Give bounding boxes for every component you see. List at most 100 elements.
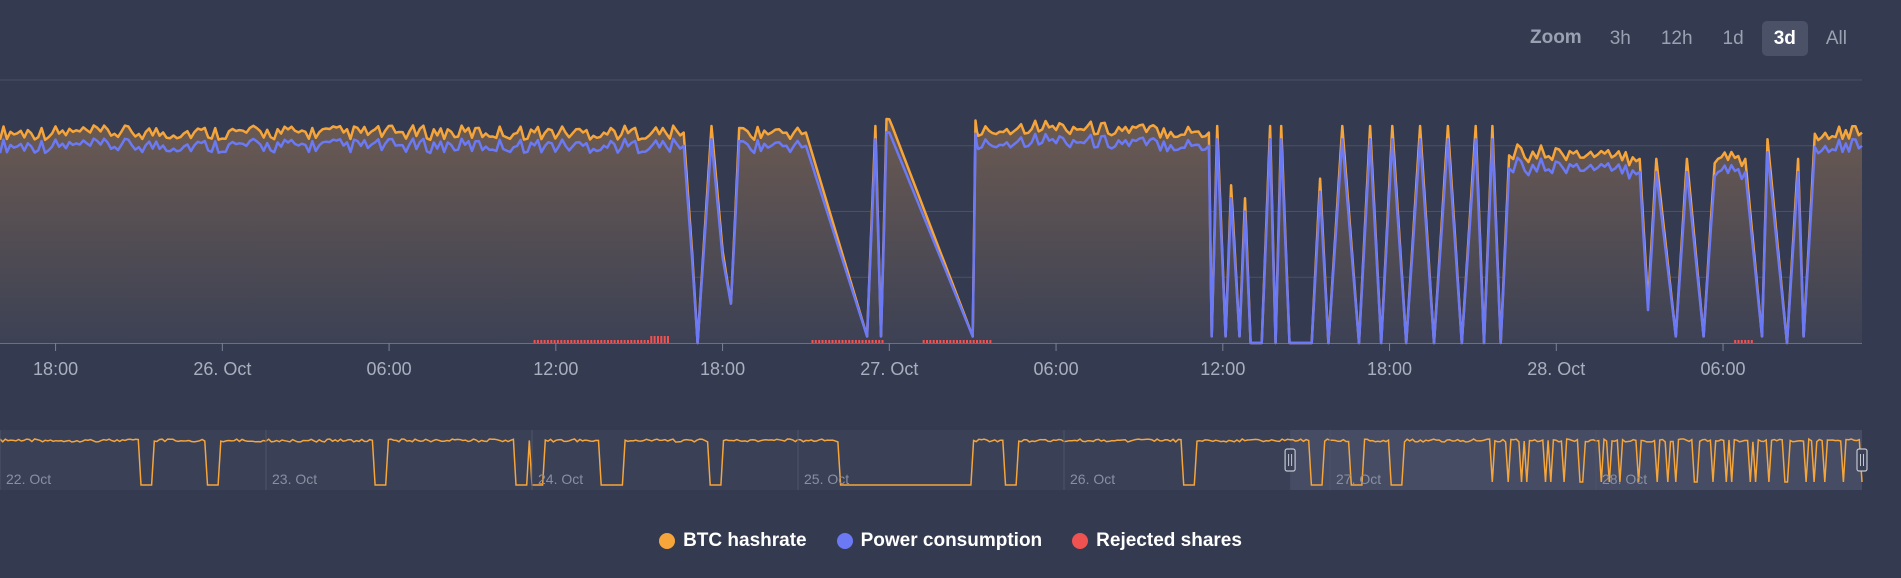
zoom-3h-button[interactable]: 3h	[1609, 27, 1631, 49]
rejected-share-bar	[1737, 340, 1740, 343]
hashrate-line	[0, 117, 1863, 345]
x-tick-label: 27. Oct	[860, 359, 918, 379]
zoom-1d-button[interactable]: 1d	[1722, 27, 1744, 49]
rejected-share-bar	[597, 340, 599, 343]
rejected-share-bar	[946, 340, 948, 343]
navigator-tick-label: 22. Oct	[6, 471, 51, 487]
rejected-share-bar	[874, 340, 877, 343]
rejected-share-bar	[814, 340, 817, 343]
rejected-share-bar	[653, 336, 656, 343]
legend-item-rejected[interactable]: Rejected shares	[1072, 530, 1242, 552]
x-tick-label: 06:00	[367, 359, 412, 379]
rejected-share-bar	[929, 340, 932, 343]
x-tick-label: 18:00	[1367, 359, 1412, 379]
legend-item-hashrate[interactable]: BTC hashrate	[659, 530, 807, 552]
zoom-toolbar: Zoom 3h 12h 1d 3d All	[1530, 18, 1859, 58]
rejected-share-bar	[593, 340, 596, 343]
legend-label-power: Power consumption	[860, 530, 1043, 551]
rejected-share-bar	[844, 340, 847, 343]
rejected-share-bar	[543, 340, 546, 343]
rejected-share-bar	[818, 340, 821, 343]
navigator-tick-label: 28. Oct	[1602, 471, 1647, 487]
power-line	[0, 130, 1863, 345]
x-tick-label: 06:00	[1701, 359, 1746, 379]
navigator-line	[0, 437, 1863, 486]
handle-box	[1856, 448, 1868, 472]
rejected-share-bar	[540, 340, 543, 343]
rejected-share-bar	[1750, 340, 1753, 343]
rejected-share-bar	[590, 340, 593, 343]
rejected-share-bar	[881, 340, 884, 343]
rejected-share-bar	[533, 340, 536, 343]
rejected-share-bar	[966, 340, 968, 343]
rejected-share-bar	[663, 336, 666, 343]
rejected-share-bar	[607, 340, 609, 343]
x-tick-label: 06:00	[1034, 359, 1079, 379]
rejected-share-bar	[956, 340, 958, 343]
rejected-share-bar	[580, 340, 583, 343]
rejected-share-bar	[989, 340, 992, 343]
legend-dot-power	[836, 533, 853, 549]
rejected-share-bar	[637, 340, 639, 343]
rejected-share-bar	[939, 340, 942, 343]
rejected-share-bar	[986, 340, 988, 343]
rejected-share-bar	[640, 340, 643, 343]
rejected-share-bar	[871, 340, 874, 343]
x-tick-label: 28. Oct	[1527, 359, 1585, 379]
zoom-all-button[interactable]: All	[1825, 27, 1847, 49]
legend-label-rejected: Rejected shares	[1096, 530, 1242, 551]
rejected-share-bar	[868, 340, 871, 343]
rejected-share-bar	[848, 340, 851, 343]
rejected-share-bar	[831, 340, 834, 343]
rejected-share-bar	[942, 340, 945, 343]
rejected-share-bar	[610, 340, 613, 343]
rejected-share-bar	[650, 336, 653, 343]
rejected-share-bar	[643, 340, 646, 343]
zoom-3d-button[interactable]: 3d	[1761, 20, 1808, 56]
rejected-share-bar	[878, 340, 881, 343]
rejected-share-bar	[556, 340, 559, 343]
rejected-share-bar	[657, 336, 659, 343]
rejected-share-bar	[647, 340, 649, 343]
rejected-share-bar	[936, 340, 938, 343]
rejected-share-bar	[949, 340, 952, 343]
chart-legend: BTC hashrate Power consumption Rejected …	[0, 530, 1901, 552]
x-tick-label: 18:00	[700, 359, 745, 379]
rejected-share-bar	[613, 340, 616, 343]
x-tick-label: 26. Oct	[193, 359, 251, 379]
rejected-share-bar	[1744, 340, 1747, 343]
rejected-share-bar	[553, 340, 556, 343]
rejected-share-bar	[633, 340, 636, 343]
navigator-tick-label: 23. Oct	[272, 471, 317, 487]
rejected-share-bar	[976, 340, 978, 343]
rejected-share-bar	[854, 340, 857, 343]
rejected-share-bar	[603, 340, 606, 343]
rejected-share-bar	[583, 340, 586, 343]
rejected-share-bar	[586, 340, 589, 343]
x-tick-label: 12:00	[533, 359, 578, 379]
navigator-tick-label: 24. Oct	[538, 471, 583, 487]
x-tick-label: 12:00	[1200, 359, 1245, 379]
rejected-share-bar	[926, 340, 928, 343]
rejected-share-bar	[536, 340, 539, 343]
rejected-share-bar	[667, 336, 669, 343]
rejected-share-bar	[620, 340, 623, 343]
rejected-share-bar	[617, 340, 619, 343]
navigator-tick-label: 27. Oct	[1336, 471, 1381, 487]
zoom-12h-button[interactable]: 12h	[1660, 27, 1693, 49]
rejected-share-bar	[851, 340, 854, 343]
rejected-share-bar	[841, 340, 844, 343]
rejected-share-bar	[821, 340, 824, 343]
rejected-share-bar	[858, 340, 861, 343]
rejected-share-bar	[979, 340, 982, 343]
rejected-share-bar	[861, 340, 864, 343]
rejected-share-bar	[811, 340, 814, 343]
navigator-right-handle[interactable]	[1856, 448, 1868, 472]
rejected-share-bar	[1747, 340, 1750, 343]
navigator-left-handle[interactable]	[1284, 448, 1296, 472]
rejected-share-bar	[630, 340, 633, 343]
legend-item-power[interactable]: Power consumption	[836, 530, 1043, 552]
rejected-share-bar	[550, 340, 553, 343]
